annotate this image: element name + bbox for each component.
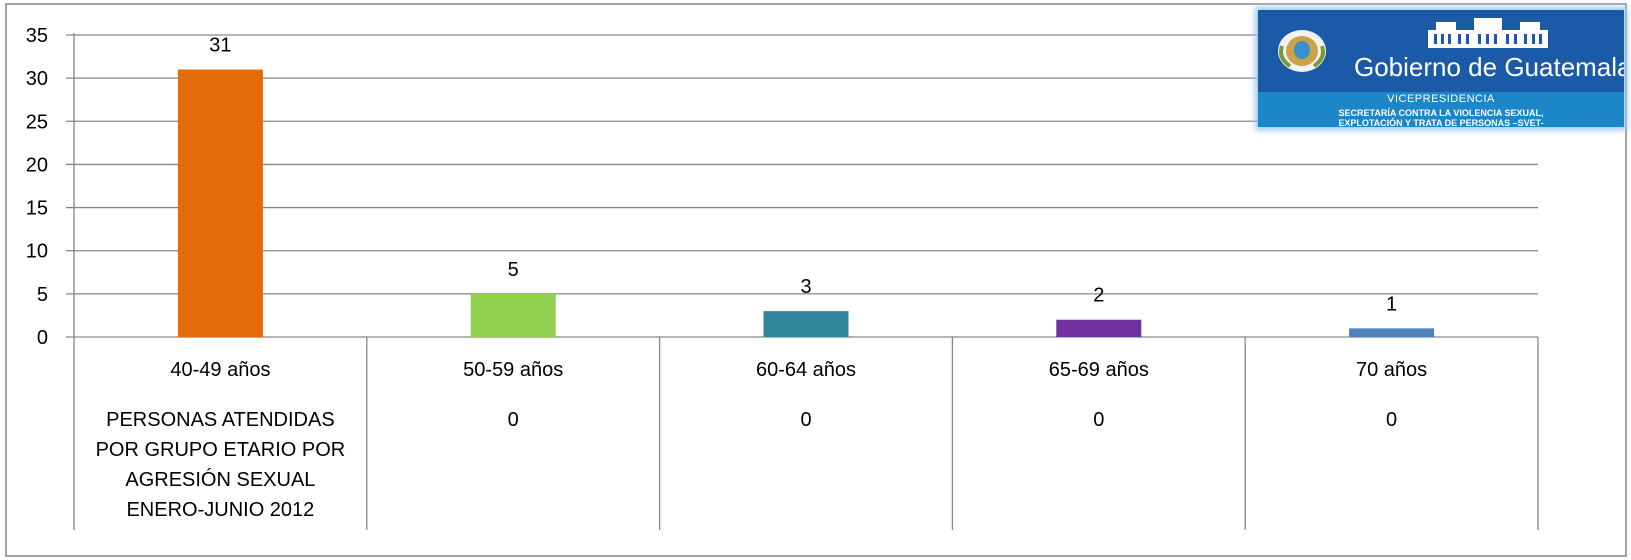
bar	[470, 293, 556, 337]
data-table: 40-49 años 50-59 años 60-64 años 65-69 años…	[73, 337, 1539, 530]
x-category-label: 60-64 años	[756, 359, 856, 381]
logo-unit-name: VICEPRESIDENCIA	[1387, 93, 1495, 105]
data-label: 5	[508, 259, 519, 281]
bar	[1349, 328, 1435, 337]
table-cell-value: 0	[1386, 409, 1397, 431]
y-tick-label: 30	[26, 68, 48, 90]
y-tick-label: 0	[37, 327, 48, 349]
x-category-label: 65-69 años	[1049, 359, 1149, 381]
chart-border	[5, 3, 1627, 557]
bar	[1056, 319, 1142, 337]
logo-org-name: Gobierno de Guatemala	[1354, 52, 1624, 82]
palace-icon	[1428, 18, 1548, 48]
table-cell-value: 0	[800, 409, 811, 431]
table-row-label: PERSONAS ATENDIDAS	[106, 409, 335, 431]
y-tick-label: 35	[26, 25, 48, 47]
y-tick-label: 25	[26, 111, 48, 133]
coat-of-arms-icon	[1278, 30, 1326, 72]
y-tick-label: 10	[26, 241, 48, 263]
table-row-label: AGRESIÓN SEXUAL	[125, 468, 315, 491]
x-category-label: 40-49 años	[170, 359, 270, 381]
y-tick-label: 20	[26, 154, 48, 176]
data-label: 31	[209, 35, 231, 57]
table-row-label: ENERO-JUNIO 2012	[126, 499, 314, 521]
bar	[177, 69, 263, 337]
x-category-label: 50-59 años	[463, 359, 563, 381]
government-logo: Gobierno de Guatemala VICEPRESIDENCIA SE…	[1258, 10, 1624, 127]
y-tick-label: 15	[26, 198, 48, 220]
bar	[763, 311, 849, 337]
logo-secretariat-line: EXPLOTACIÓN Y TRATA DE PERSONAS –SVET-	[1338, 118, 1544, 127]
logo-secretariat-line: SECRETARÍA CONTRA LA VIOLENCIA SEXUAL,	[1338, 108, 1544, 118]
y-axis-ticks: 0 5 10 15 20 25 30 35	[26, 25, 48, 349]
gridlines	[66, 33, 1538, 338]
data-label: 3	[800, 276, 811, 298]
y-tick-label: 5	[37, 284, 48, 306]
x-category-label: 70 años	[1356, 359, 1427, 381]
bars	[177, 69, 1435, 337]
data-label: 2	[1093, 285, 1104, 307]
table-cell-value: 0	[1093, 409, 1104, 431]
table-row-label: POR GRUPO ETARIO POR	[96, 439, 346, 461]
table-cell-value: 0	[508, 409, 519, 431]
data-labels: 31 5 3 2 1	[209, 35, 1397, 316]
data-label: 1	[1386, 293, 1397, 315]
logo-secretariat: SECRETARÍA CONTRA LA VIOLENCIA SEXUAL, E…	[1258, 108, 1624, 127]
